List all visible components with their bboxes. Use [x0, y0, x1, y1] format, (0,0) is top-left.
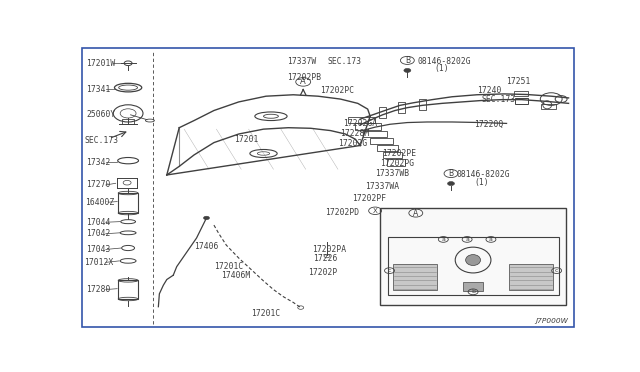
Text: 17202G: 17202G [338, 139, 367, 148]
Text: 17202PC: 17202PC [319, 86, 354, 95]
Bar [514, 91, 528, 96]
Text: 17202PE: 17202PE [383, 149, 417, 158]
Text: 17202PB: 17202PB [287, 73, 321, 82]
Text: c....17243MB: c....17243MB [469, 232, 524, 238]
Text: SEC.173: SEC.173 [482, 94, 516, 103]
Text: SEC.173: SEC.173 [328, 57, 362, 66]
Text: 17043: 17043 [86, 245, 110, 254]
Bar [118, 280, 138, 299]
Text: 17201C: 17201C [214, 262, 243, 271]
Text: 17337WB: 17337WB [375, 169, 409, 178]
Text: 08146-8202G: 08146-8202G [417, 57, 471, 66]
Bar [419, 99, 426, 110]
Text: 17202PA: 17202PA [312, 245, 346, 254]
Bar [379, 108, 386, 118]
Text: a: a [442, 237, 445, 242]
Text: a....17243M: a....17243M [472, 214, 522, 219]
Bar [398, 102, 405, 113]
Text: 17251: 17251 [507, 77, 531, 86]
Bar [122, 119, 134, 124]
Text: 08146-8202G: 08146-8202G [457, 170, 511, 179]
Bar [515, 97, 528, 104]
Text: 17280: 17280 [86, 285, 110, 294]
Bar [355, 124, 381, 130]
Bar [118, 193, 138, 213]
Circle shape [404, 68, 411, 73]
Text: 17240: 17240 [477, 86, 501, 95]
Text: 17270: 17270 [86, 180, 110, 189]
Bar [380, 208, 566, 305]
Text: VIEW: VIEW [384, 212, 410, 221]
Text: 17202PF: 17202PF [352, 194, 386, 203]
Text: 17406: 17406 [194, 242, 218, 251]
Text: 17220Q: 17220Q [474, 121, 504, 129]
Text: 25060Y: 25060Y [86, 110, 115, 119]
Bar [394, 264, 437, 289]
Text: 17228M: 17228M [340, 129, 370, 138]
Text: J7P000W: J7P000W [536, 318, 568, 324]
Text: B: B [404, 56, 410, 65]
Text: c: c [555, 268, 559, 273]
Text: 17202P: 17202P [308, 268, 337, 277]
Text: 17201W: 17201W [86, 59, 115, 68]
Circle shape [447, 182, 454, 186]
Bar [383, 152, 403, 158]
Bar [509, 264, 553, 289]
Bar [348, 117, 375, 123]
Bar [463, 282, 483, 291]
Text: 17202PD: 17202PD [326, 208, 360, 217]
Text: b....17243MA: b....17243MA [469, 223, 524, 229]
Text: 17342: 17342 [86, 158, 110, 167]
Text: 17044: 17044 [86, 218, 110, 227]
Text: 17226: 17226 [313, 254, 337, 263]
Text: a: a [489, 237, 493, 242]
Text: 17202PG: 17202PG [380, 159, 414, 168]
Bar [363, 131, 387, 137]
Text: A: A [300, 77, 306, 86]
Text: B: B [449, 169, 454, 178]
Text: 17202GA: 17202GA [343, 119, 377, 128]
Text: 17341: 17341 [86, 84, 110, 93]
Text: (1): (1) [435, 64, 449, 74]
Text: 17201C: 17201C [251, 309, 280, 318]
Ellipse shape [466, 254, 481, 266]
Text: 17406M: 17406M [221, 271, 251, 280]
Bar [376, 145, 398, 151]
Text: (1): (1) [474, 178, 489, 187]
Bar [388, 237, 559, 295]
Text: b: b [471, 289, 475, 294]
Bar [370, 138, 393, 144]
Text: 16400Z: 16400Z [85, 198, 114, 207]
Text: 17012X: 17012X [84, 258, 113, 267]
Text: 17042: 17042 [86, 229, 110, 238]
Text: a: a [465, 237, 469, 242]
Text: 17337WA: 17337WA [365, 182, 399, 191]
Circle shape [204, 216, 209, 219]
Text: c: c [388, 268, 391, 273]
Text: SEC.173: SEC.173 [85, 136, 119, 145]
Text: X: X [372, 208, 378, 214]
Text: 17337W: 17337W [287, 57, 317, 66]
Text: 17201: 17201 [234, 135, 258, 144]
Bar [541, 104, 556, 109]
Text: A: A [413, 209, 419, 218]
Bar [387, 159, 405, 166]
